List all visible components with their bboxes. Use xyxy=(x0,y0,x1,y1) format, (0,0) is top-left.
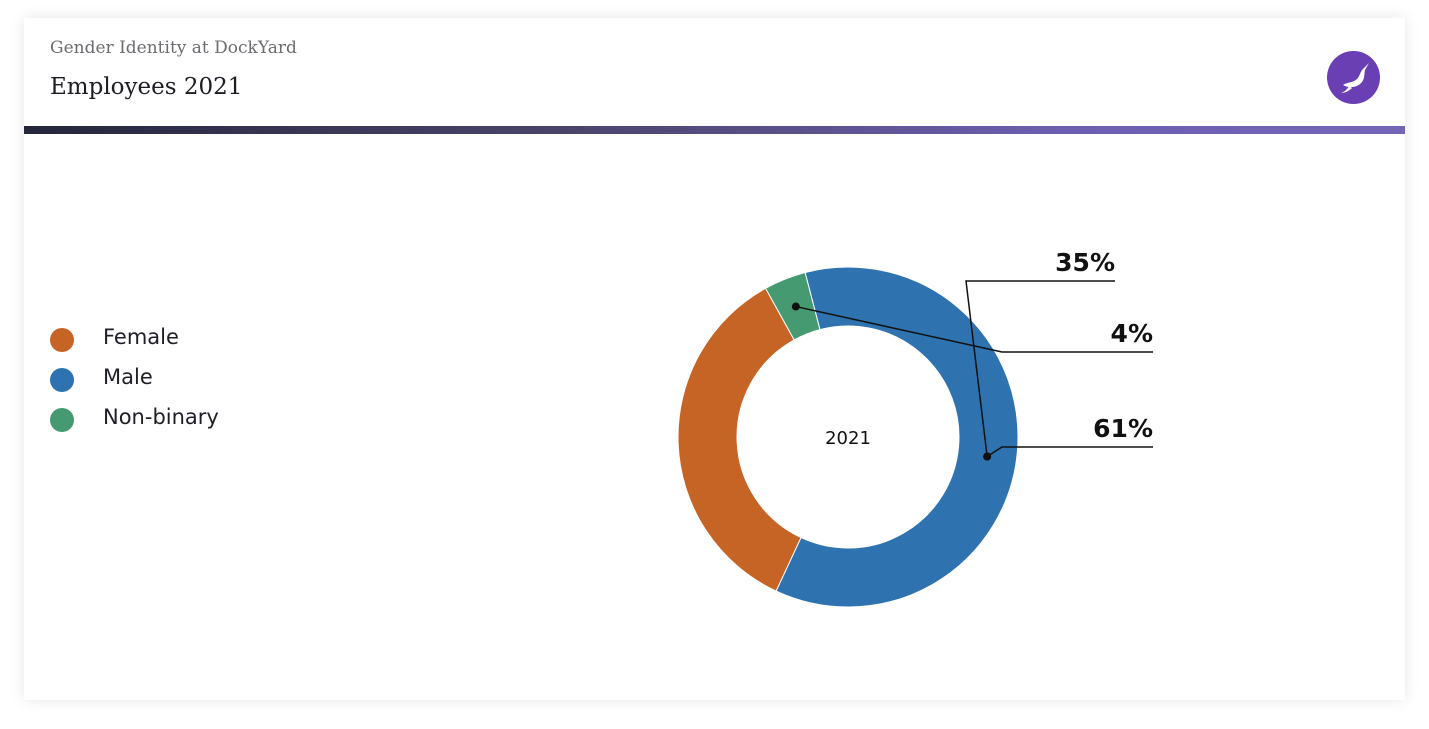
donut-center-label: 2021 xyxy=(825,428,871,449)
callout-dot-male xyxy=(983,452,992,461)
legend-label-male: Male xyxy=(103,365,153,389)
data-label-male: 61% xyxy=(1093,414,1153,443)
legend-label-female: Female xyxy=(103,325,179,349)
data-label-non-binary: 4% xyxy=(1111,319,1153,348)
callout-line-female xyxy=(965,280,1115,457)
callout-line-non-binary xyxy=(795,305,1153,353)
legend-label-non-binary: Non-binary xyxy=(103,405,219,429)
chart-title: Employees 2021 xyxy=(50,74,243,100)
callout-dot-non-binary xyxy=(791,302,800,311)
legend-swatch-male xyxy=(50,368,74,392)
donut-slice-male xyxy=(775,266,1019,608)
donut-slice-female xyxy=(677,287,802,592)
chart-subtitle: Gender Identity at DockYard xyxy=(50,38,297,58)
callout-line-male xyxy=(986,446,1153,458)
chart-card: Gender Identity at DockYard Employees 20… xyxy=(24,18,1405,700)
legend-swatch-non-binary xyxy=(50,408,74,432)
legend-swatch-female xyxy=(50,328,74,352)
narwhal-logo-icon xyxy=(1327,51,1380,104)
data-label-female: 35% xyxy=(1055,248,1115,277)
header-accent-bar xyxy=(24,126,1405,134)
donut-chart: 35% 4% 61% 2021 xyxy=(677,248,1153,608)
